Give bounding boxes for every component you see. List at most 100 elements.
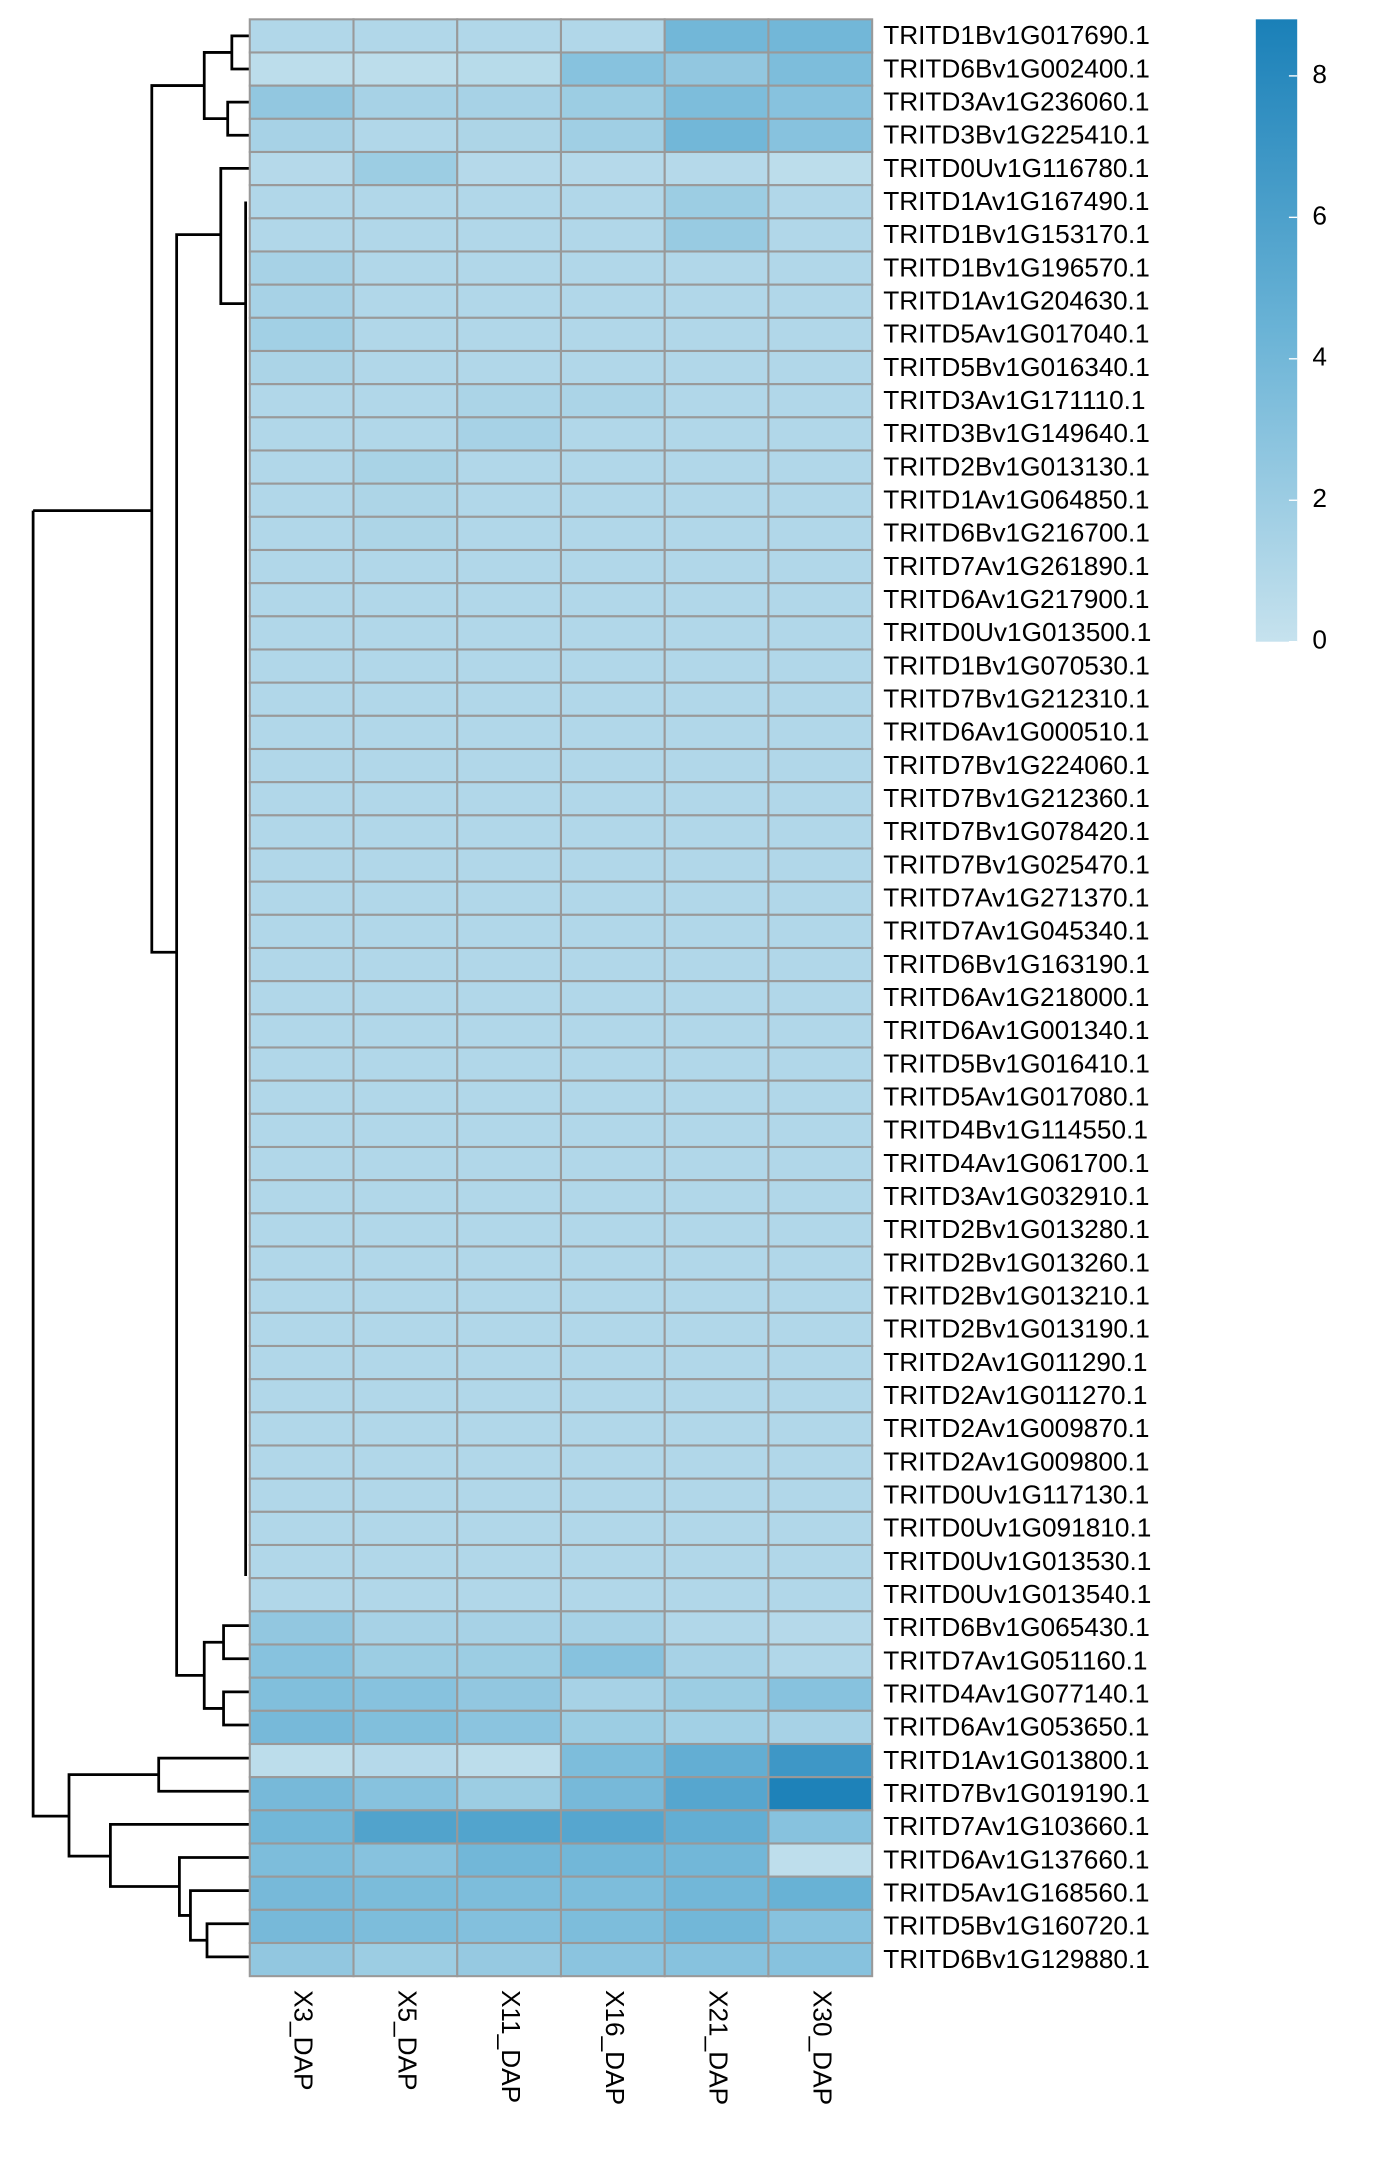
- heatmap-cell: [663, 1908, 770, 1945]
- row-label: TRITD6Av1G000510.1: [883, 717, 1149, 747]
- heatmap-cell: [767, 1510, 874, 1547]
- heatmap-cell: [767, 1079, 874, 1115]
- dendrogram: [31, 34, 250, 1959]
- heatmap-cell: [663, 582, 770, 618]
- heatmap-cell: [767, 217, 874, 253]
- row-label: TRITD1Av1G204630.1: [883, 286, 1149, 316]
- heatmap-cell: [456, 781, 563, 817]
- row-label: TRITD5Av1G017040.1: [883, 319, 1149, 349]
- heatmap-cell: [352, 1378, 459, 1414]
- heatmap-cell: [559, 1311, 666, 1348]
- heatmap-cell: [767, 714, 874, 751]
- row-label: TRITD0Uv1G013540.1: [883, 1579, 1151, 1609]
- heatmap-cell: [248, 1477, 355, 1513]
- heatmap-cell: [456, 814, 563, 850]
- heatmap-cell: [559, 1510, 666, 1547]
- row-label: TRITD6Bv1G129880.1: [883, 1944, 1150, 1974]
- heatmap-cell: [559, 482, 666, 518]
- heatmap-cell: [559, 582, 666, 618]
- heatmap-cell: [248, 1709, 355, 1746]
- heatmap-cell: [352, 1311, 459, 1348]
- heatmap-cell: [248, 681, 355, 717]
- heatmap-cell: [559, 217, 666, 253]
- heatmap-cell: [352, 847, 459, 883]
- heatmap-cell: [352, 946, 459, 983]
- heatmap-cell: [559, 283, 666, 319]
- heatmap-cell: [248, 548, 355, 585]
- heatmap-cell: [559, 847, 666, 883]
- heatmap-cell: [663, 316, 770, 353]
- heatmap-cell: [248, 449, 355, 485]
- heatmap-cell: [663, 548, 770, 585]
- heatmap-cell: [663, 1378, 770, 1414]
- heatmap-cell: [767, 1311, 874, 1348]
- heatmap-cell: [559, 1776, 666, 1812]
- heatmap-cell: [559, 316, 666, 353]
- heatmap-cell: [352, 548, 459, 585]
- heatmap-cell: [456, 582, 563, 618]
- row-label: TRITD2Av1G011290.1: [883, 1347, 1147, 1377]
- colorbar-tick-label: 8: [1312, 59, 1327, 89]
- heatmap-cell: [456, 51, 563, 87]
- heatmap-cell: [663, 1112, 770, 1149]
- heatmap-cell: [456, 615, 563, 651]
- row-label: TRITD5Bv1G016340.1: [883, 352, 1150, 382]
- heatmap-cell: [767, 615, 874, 651]
- heatmap-cell: [456, 880, 563, 916]
- heatmap-cell: [767, 449, 874, 485]
- heatmap-cell: [663, 1212, 770, 1248]
- heatmap-cell: [248, 1809, 355, 1845]
- row-label: TRITD7Bv1G212310.1: [883, 684, 1150, 714]
- heatmap-cell: [248, 1278, 355, 1314]
- heatmap-cell: [767, 283, 874, 319]
- row-label: TRITD2Bv1G013280.1: [883, 1214, 1150, 1244]
- heatmap-cell: [248, 84, 355, 120]
- heatmap-cell: [248, 1079, 355, 1115]
- heatmap-cell: [456, 1908, 563, 1945]
- row-label: TRITD7Av1G103660.1: [883, 1811, 1149, 1841]
- heatmap-cell: [767, 1278, 874, 1314]
- heatmap-cell: [767, 1577, 874, 1613]
- heatmap-cell: [559, 1809, 666, 1845]
- heatmap-cell: [767, 1610, 874, 1646]
- row-label: TRITD6Bv1G163190.1: [883, 949, 1150, 979]
- heatmap-cell: [663, 1444, 770, 1480]
- heatmap-cell: [456, 1212, 563, 1248]
- heatmap-cell: [352, 1908, 459, 1945]
- heatmap-cell: [559, 1742, 666, 1779]
- heatmap-cell: [352, 349, 459, 386]
- heatmap-cell: [663, 18, 770, 54]
- heatmap-cell: [456, 515, 563, 552]
- heatmap-cell: [663, 84, 770, 120]
- heatmap-cell: [248, 1046, 355, 1082]
- heatmap-cell: [248, 18, 355, 54]
- colorbar-tick-label: 0: [1312, 625, 1327, 655]
- heatmap-cell: [456, 1477, 563, 1513]
- heatmap-cell: [248, 1908, 355, 1945]
- heatmap-cell: [248, 1875, 355, 1911]
- heatmap-cell: [248, 1112, 355, 1149]
- heatmap-cell: [767, 847, 874, 883]
- heatmap-cell: [248, 814, 355, 850]
- heatmap-cell: [248, 1344, 355, 1381]
- heatmap-cell: [456, 714, 563, 751]
- heatmap-cell: [456, 1809, 563, 1845]
- heatmap-cell: [456, 1046, 563, 1082]
- heatmap-cell: [456, 1610, 563, 1646]
- heatmap-cell: [456, 1278, 563, 1314]
- heatmap-cell: [456, 648, 563, 684]
- heatmap-cell: [352, 1709, 459, 1746]
- heatmap-cell: [767, 51, 874, 87]
- heatmap-cell: [248, 1676, 355, 1712]
- heatmap-cell: [663, 184, 770, 220]
- heatmap-cell: [352, 1245, 459, 1281]
- heatmap-cell: [559, 681, 666, 717]
- row-label: TRITD3Bv1G225410.1: [883, 120, 1150, 150]
- heatmap-cell: [248, 217, 355, 253]
- heatmap-cell: [559, 1112, 666, 1149]
- heatmap-cell: [248, 416, 355, 452]
- heatmap-cell: [248, 1643, 355, 1679]
- row-label: TRITD6Av1G137660.1: [883, 1844, 1149, 1874]
- heatmap-cell: [767, 349, 874, 386]
- heatmap-cell: [767, 1908, 874, 1945]
